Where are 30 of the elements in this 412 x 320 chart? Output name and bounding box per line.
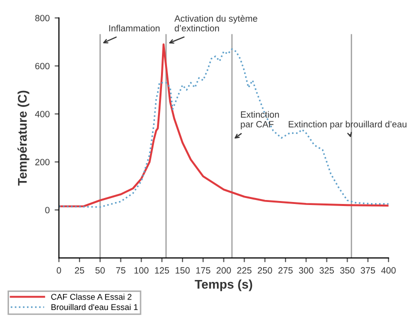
x-tick-label: 350 — [340, 267, 354, 274]
x-tick-label: 100 — [134, 267, 148, 274]
x-tick-label: 325 — [320, 267, 334, 274]
y-tick-label: 800 — [35, 14, 50, 22]
x-tick-label: 75 — [116, 267, 126, 274]
y-tick-label: 0 — [45, 206, 50, 214]
legend-label: Brouillard d'eau Essai 1 — [51, 304, 138, 310]
annotation: Extinction par CAF — [240, 111, 279, 130]
annotation: Inflammation — [109, 24, 160, 32]
x-tick-label: 275 — [278, 267, 293, 274]
x-tick-label: 375 — [360, 267, 376, 274]
x-tick-label: 150 — [176, 267, 190, 274]
x-tick-label: 200 — [216, 267, 231, 274]
x-tick-label: 25 — [74, 267, 84, 274]
x-tick-label: 225 — [237, 267, 252, 274]
x-tick-label: 175 — [196, 267, 210, 274]
x-tick-label: 400 — [381, 267, 396, 274]
legend-label: CAF Classe A Essai 2 — [51, 294, 132, 300]
x-tick-label: 250 — [258, 267, 272, 274]
y-tick-label: 600 — [35, 62, 50, 70]
x-axis-title: Temps (s) — [194, 280, 252, 292]
y-axis-title: Température (C) — [18, 90, 30, 186]
x-tick-label: 50 — [95, 267, 105, 274]
annotation: Activation du sytème d’extinction — [174, 14, 258, 32]
annotation: Extinction par brouillard d’eau — [288, 120, 406, 130]
x-tick-label: 300 — [298, 267, 314, 274]
y-tick-label: 400 — [35, 110, 50, 118]
x-tick-label: 125 — [155, 267, 170, 274]
x-tick-label: 0 — [56, 267, 62, 274]
y-tick-label: 200 — [35, 158, 50, 166]
